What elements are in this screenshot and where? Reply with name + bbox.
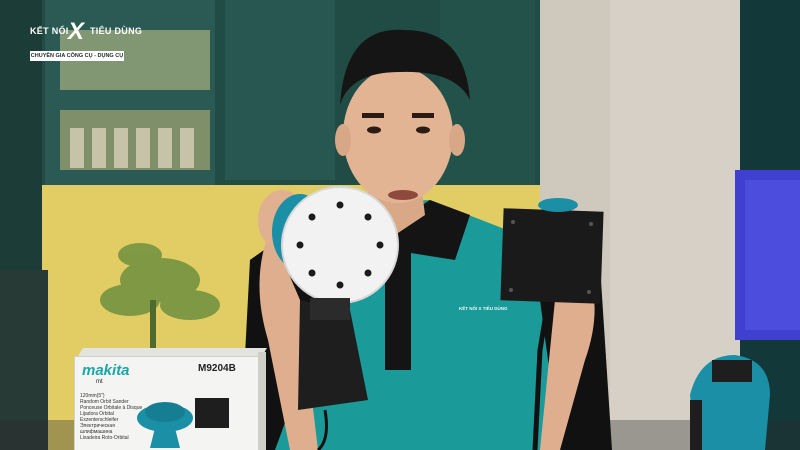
spec-line: Random Orbit Sander: [80, 399, 129, 405]
logo-text-left: KẾT NỐI: [30, 26, 69, 36]
spec-line: Электрическая: [80, 423, 115, 429]
product-brand: makita: [82, 362, 130, 379]
logo-mark: X: [68, 18, 85, 45]
spec-line: Exzenterschleifer: [80, 417, 119, 423]
product-box-sander-image: [137, 398, 229, 448]
product-brand-sub: mt: [96, 379, 103, 385]
product-box-side: [258, 352, 266, 450]
logo-text-right: TIÊU DÙNG: [90, 26, 143, 36]
channel-logo: KẾT NỐI X TIÊU DÙNG CHUYÊN GIA CÔNG CỤ -…: [30, 18, 142, 68]
spec-line: 120mm(5"): [80, 393, 105, 399]
product-model: M9204B: [198, 363, 236, 374]
logo-tagline: CHUYÊN GIA CÔNG CỤ - DỤNG CỤ: [30, 51, 124, 61]
spec-line: Ponceuse Orbitale à Disque: [80, 405, 143, 411]
spec-line: шлифмашина: [80, 429, 113, 435]
product-spec-list: 120mm(5") Random Orbit Sander Ponceuse O…: [80, 393, 142, 441]
spec-line: Lixadeira Roto-Orbital: [80, 435, 129, 441]
shirt-logo-text: KẾT NỐI X TIÊU DÙNG: [459, 306, 508, 311]
spec-line: Lijadora Orbital: [80, 411, 114, 417]
